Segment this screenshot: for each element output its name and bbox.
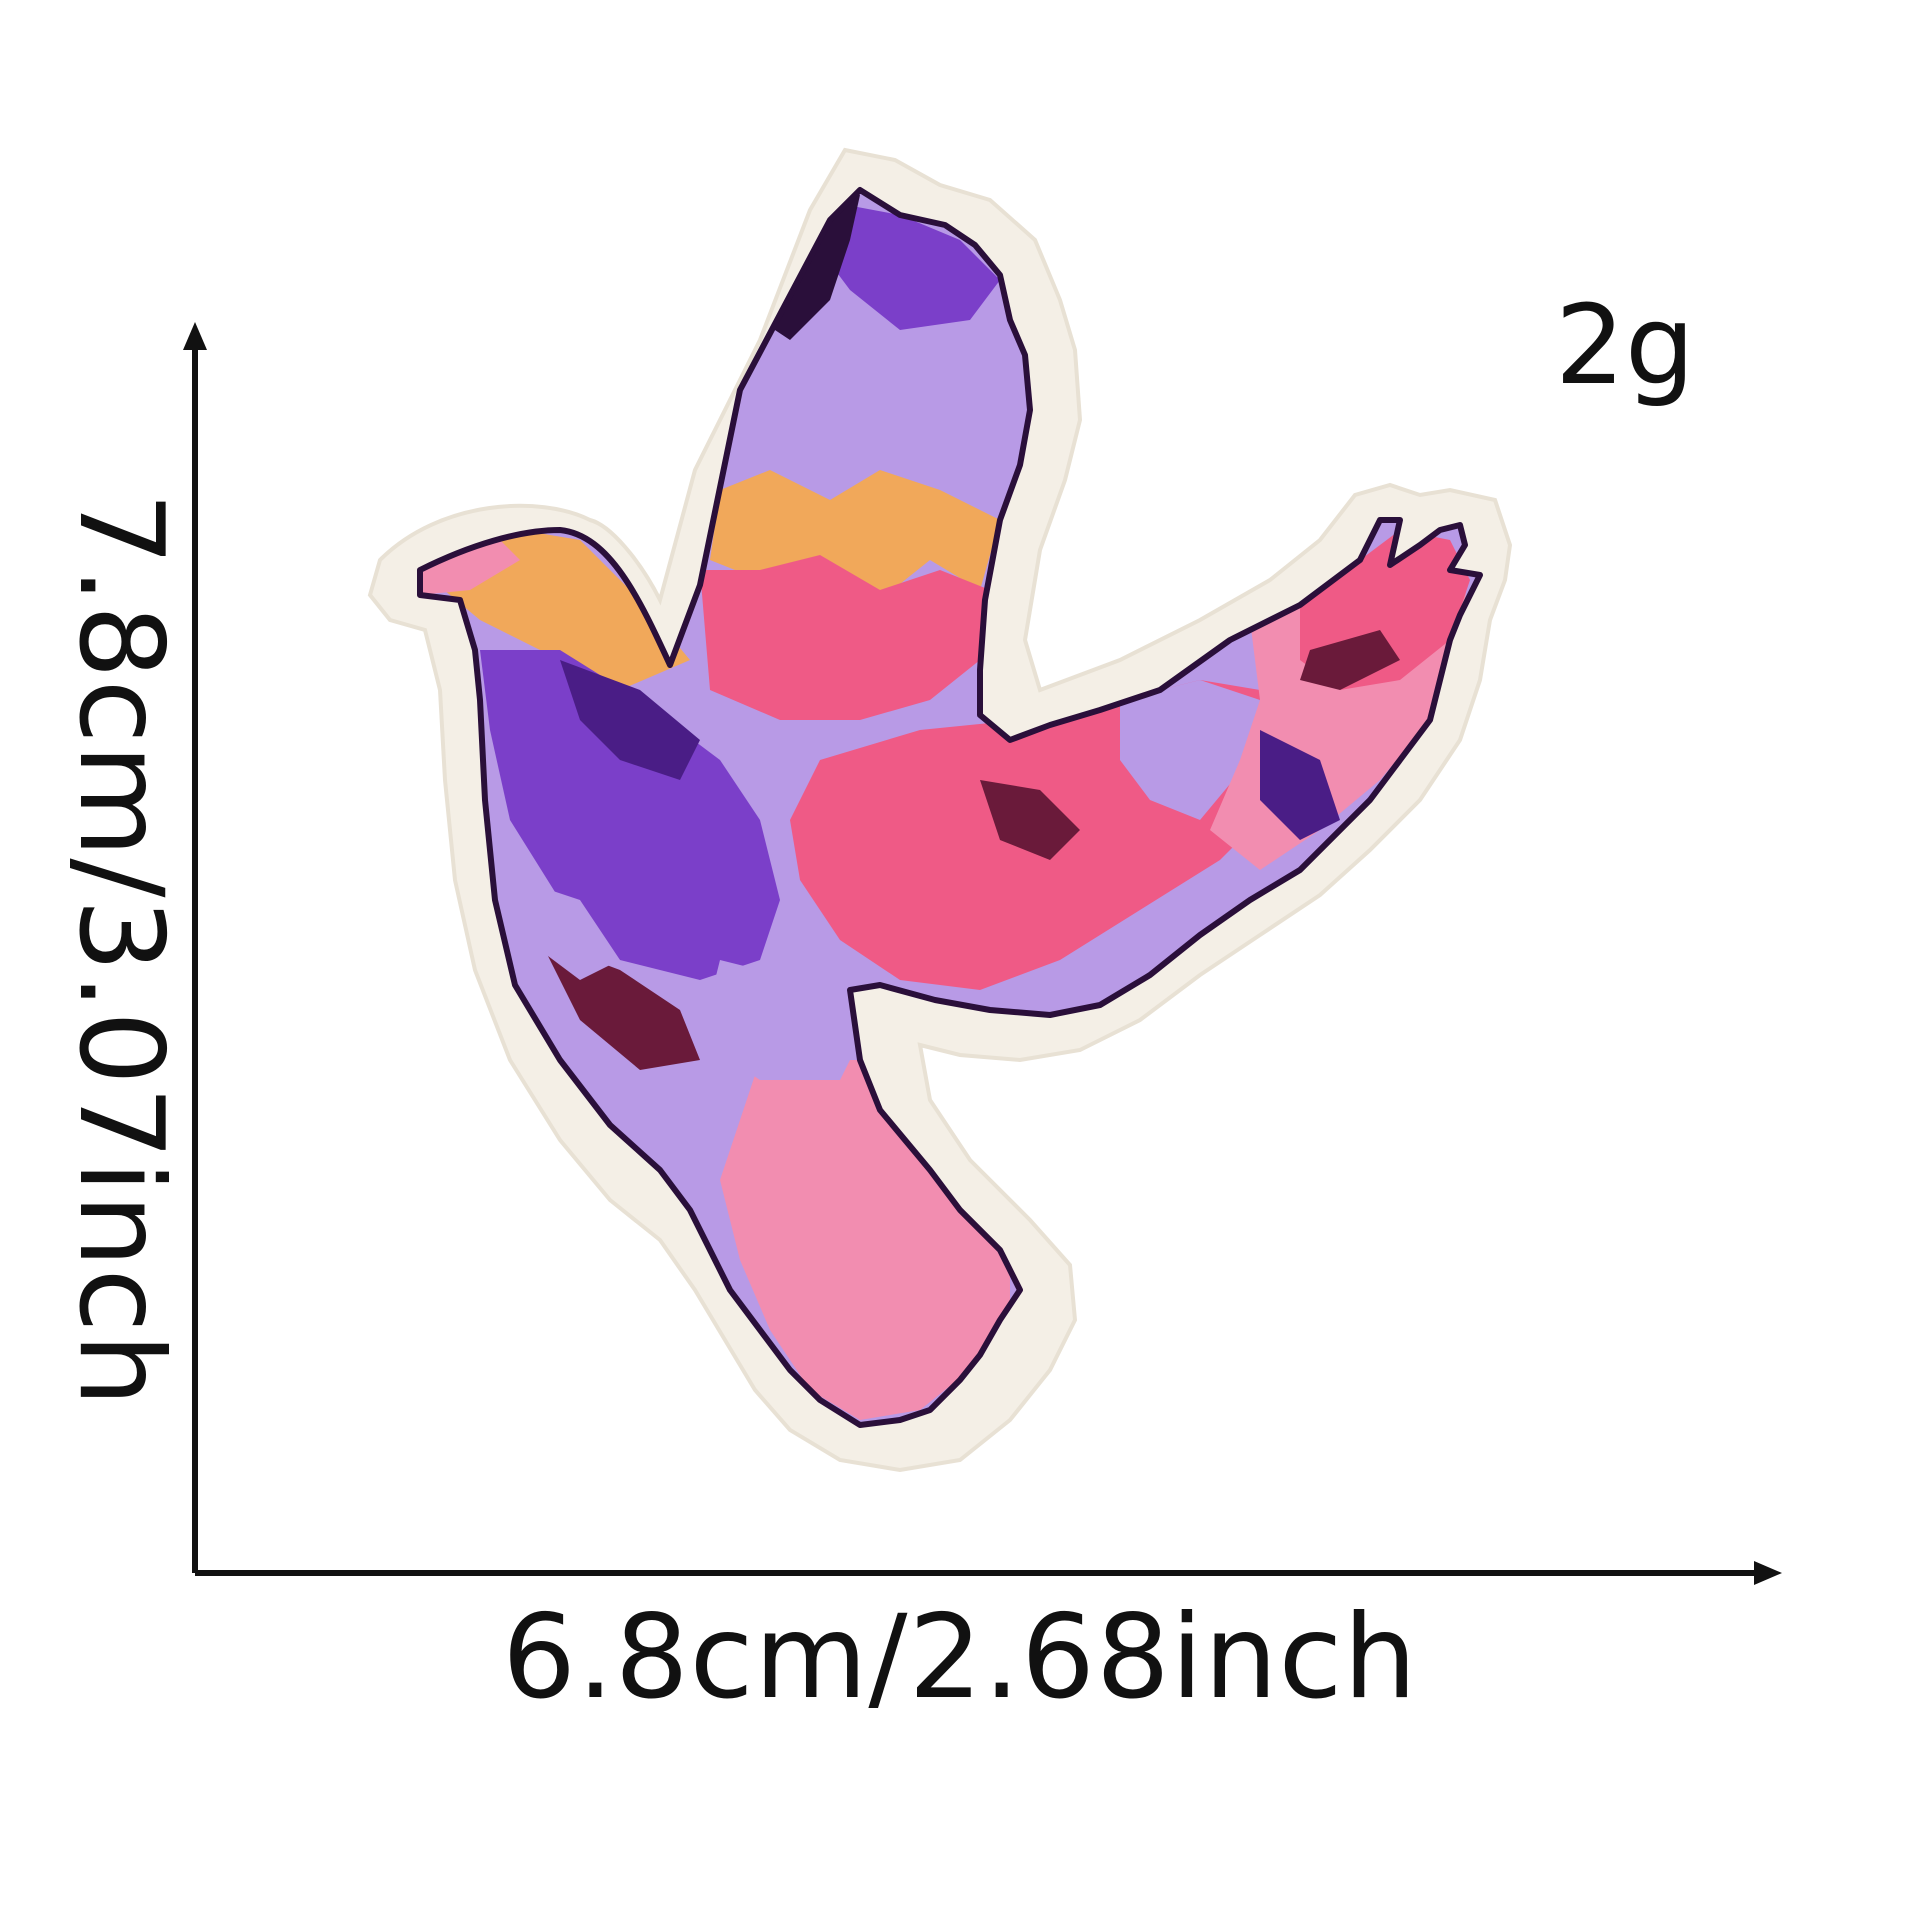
up-arrow-icon [183,322,207,350]
bird-outline [417,187,1483,1428]
weight-label: 2g [1555,281,1695,409]
embroidered-bird-patch [367,147,1513,1473]
right-arrow-icon [1754,1561,1782,1585]
bird-body-embroidery [420,190,1480,1425]
width-dimension-label: 6.8cm/2.68inch [502,1590,1418,1725]
dimension-axes [183,322,1782,1585]
height-dimension-label: 7.8cm/3.07inch [53,492,188,1408]
